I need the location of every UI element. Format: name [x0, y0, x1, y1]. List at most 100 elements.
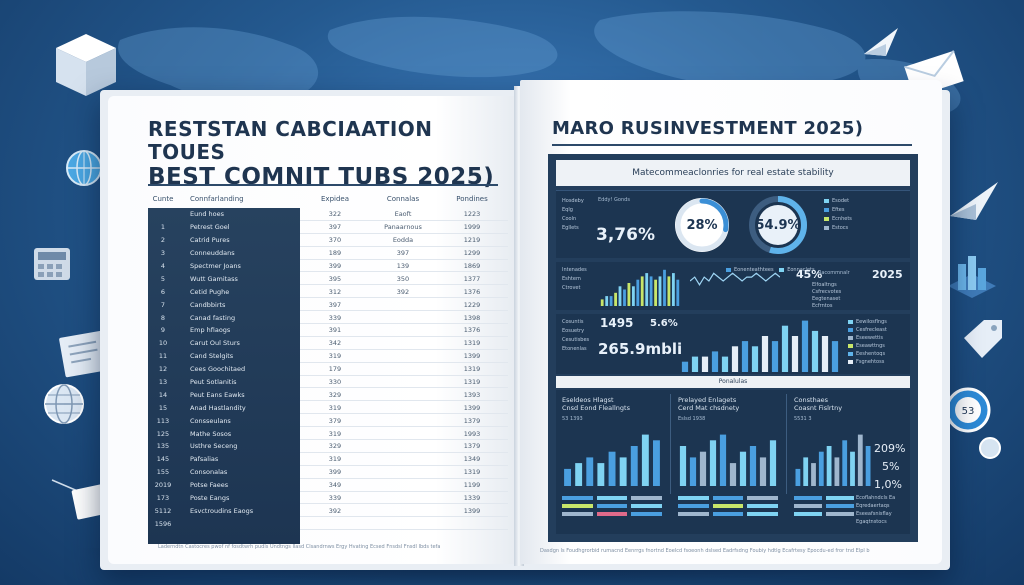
table-cell: Cees Goochitaed	[190, 365, 246, 374]
table-row: 155 Consonalas 399 1319	[148, 466, 508, 479]
table-row: 2019 Potse Faees 349 1199	[148, 479, 508, 492]
label: Elfoaltngs	[812, 282, 837, 288]
table-row: 10 Carut Oul Sturs 342 1319	[148, 337, 508, 350]
table-cell: 319	[328, 455, 342, 464]
bar	[667, 276, 671, 306]
legend-item: Eonnaclets	[779, 267, 815, 273]
gauge-2: 54.9%	[746, 193, 810, 257]
table-cell: 1	[160, 223, 166, 232]
table-cell: 342	[328, 339, 342, 348]
label: Etonenlas	[562, 346, 587, 352]
table-cell: 1319	[463, 378, 481, 387]
gauge-1-ring	[675, 198, 729, 252]
panel-2-sub: Eslsd 1938	[678, 416, 706, 422]
table-row: 5 Wutt Gamitass 395 350 1377	[148, 272, 508, 286]
table-cell: Panaarnous	[384, 223, 422, 232]
table-cell: 2019	[154, 481, 172, 490]
bar	[627, 283, 631, 306]
table-cell: 1319	[463, 468, 481, 477]
table-header: Cunte Connfarlanding Expidea Connalas Po…	[148, 190, 508, 208]
table-cell: Canad fasting	[190, 313, 236, 322]
side-label: Eqlg	[562, 207, 573, 213]
bottom-side-legend: Ecoflahndcls Ea Eqredaertaqs Eseeafsnisf…	[856, 494, 895, 526]
legend-item: Eseewettis	[848, 334, 887, 342]
table-cell: Petrest Goel	[190, 223, 230, 232]
bar	[769, 440, 777, 486]
bar	[857, 434, 863, 486]
lower-panel: Cosuntis Eosuetry Cesutisbes Etonenlas 1…	[556, 314, 910, 374]
kpi-1: 209%	[874, 442, 906, 455]
table-cell: 319	[328, 429, 342, 438]
table-row: 1596	[148, 517, 508, 531]
table-cell: 173	[156, 494, 170, 503]
table-row: 15 Anad Hastlandity 319 1399	[148, 401, 508, 415]
left-page-title: RESTSTAN CABCIAATION TOUES BEST COMNIT T…	[148, 117, 508, 191]
legend-swatches-1	[562, 496, 662, 516]
legend-item: Eeshentoqs	[848, 350, 887, 358]
table-cell: 391	[328, 326, 342, 335]
side-label: Hosdeby	[562, 198, 584, 204]
bar	[618, 286, 622, 306]
bar	[663, 269, 666, 306]
gauge-2-value: 54.9%	[755, 217, 801, 233]
panel-divider	[670, 394, 671, 494]
legend-item: Eonenteathtees	[726, 267, 774, 273]
bar	[597, 463, 605, 486]
legend-item: Eewilosflngs	[848, 318, 887, 326]
bar	[771, 341, 779, 372]
pie-badge-icon: 53	[945, 387, 991, 433]
bar	[609, 296, 613, 306]
table-cell: 1339	[463, 494, 481, 503]
table-cell: 1399	[463, 403, 481, 412]
table-cell: 179	[328, 365, 342, 374]
table-cell: 12	[158, 365, 168, 374]
bar	[811, 330, 819, 372]
panel-3-bar-chart	[795, 434, 871, 486]
building-chart-icon	[948, 256, 996, 298]
table-body: Eund hoes 322 Eaoft 1223 1 Petrest Goel 397 Pan…	[148, 208, 508, 544]
bar	[645, 273, 649, 306]
value-1: 1495	[600, 316, 634, 330]
left-title-line-1: RESTSTAN CABCIAATION TOUES	[148, 117, 433, 164]
gauge-1-arc	[675, 198, 729, 252]
bar	[850, 451, 855, 486]
title-divider	[148, 184, 498, 186]
title-divider	[552, 144, 912, 146]
middle-panel: Intenades Eshtem Ctrovet Eonenteathtees …	[556, 262, 910, 310]
legend-item: Estocs	[824, 224, 852, 233]
table-row: 173 Poste Eangs 339 1339	[148, 492, 508, 505]
label: Eegtenaset	[812, 296, 841, 302]
table-cell: 395	[328, 274, 342, 283]
panel-3-sub: 5531 3	[794, 416, 812, 422]
right-page-footer: Dasdgn ls Foudhgrorbid rumacnd Eenrrgs f…	[540, 548, 870, 554]
table-highlight-column	[148, 208, 300, 544]
table-cell: 125	[156, 429, 170, 438]
section-band: Ponalulas	[556, 376, 910, 388]
panel-1-bar-chart	[564, 434, 660, 486]
panel-2-title: Prelayed Enlagets Cerd Mat chsdnety	[678, 396, 740, 412]
paper-plane-icon	[864, 28, 898, 56]
column-header: Pondines	[456, 195, 488, 203]
bar	[739, 451, 747, 486]
column-header: Connfarlanding	[190, 195, 244, 203]
legend-swatches-3	[794, 496, 854, 516]
label: Ctrovet	[562, 285, 581, 291]
table-row: 2 Catrid Pures 370 Eodda 1219	[148, 234, 508, 247]
bar	[630, 446, 638, 486]
table-cell: 189	[328, 249, 342, 258]
bar	[795, 468, 801, 486]
bar	[709, 440, 717, 486]
bar	[600, 299, 604, 306]
table-cell: 339	[328, 313, 342, 322]
table-cell: Eodda	[392, 236, 414, 245]
table-cell: Consseulans	[190, 416, 231, 425]
right-page-title: MARO RUSINVESTMENT 2025)	[552, 118, 864, 139]
column-header: Expidea	[321, 195, 349, 203]
label: Eosuetry	[562, 328, 585, 334]
table-cell: 145	[156, 455, 170, 464]
kpi-c-label: Racommnalr	[818, 270, 850, 276]
bar	[641, 434, 649, 486]
svg-text:53: 53	[962, 406, 975, 417]
table-cell: 135	[156, 442, 170, 451]
